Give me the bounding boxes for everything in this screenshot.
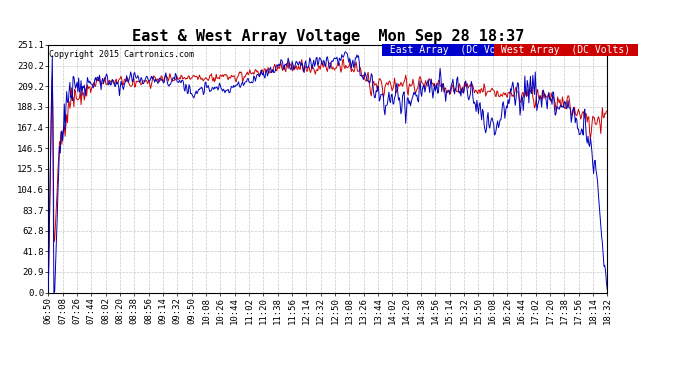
- Text: Copyright 2015 Cartronics.com: Copyright 2015 Cartronics.com: [50, 50, 195, 59]
- Title: East & West Array Voltage  Mon Sep 28 18:37: East & West Array Voltage Mon Sep 28 18:…: [132, 29, 524, 44]
- Text: East Array  (DC Volts): East Array (DC Volts): [384, 45, 524, 55]
- Text: West Array  (DC Volts): West Array (DC Volts): [495, 45, 636, 55]
